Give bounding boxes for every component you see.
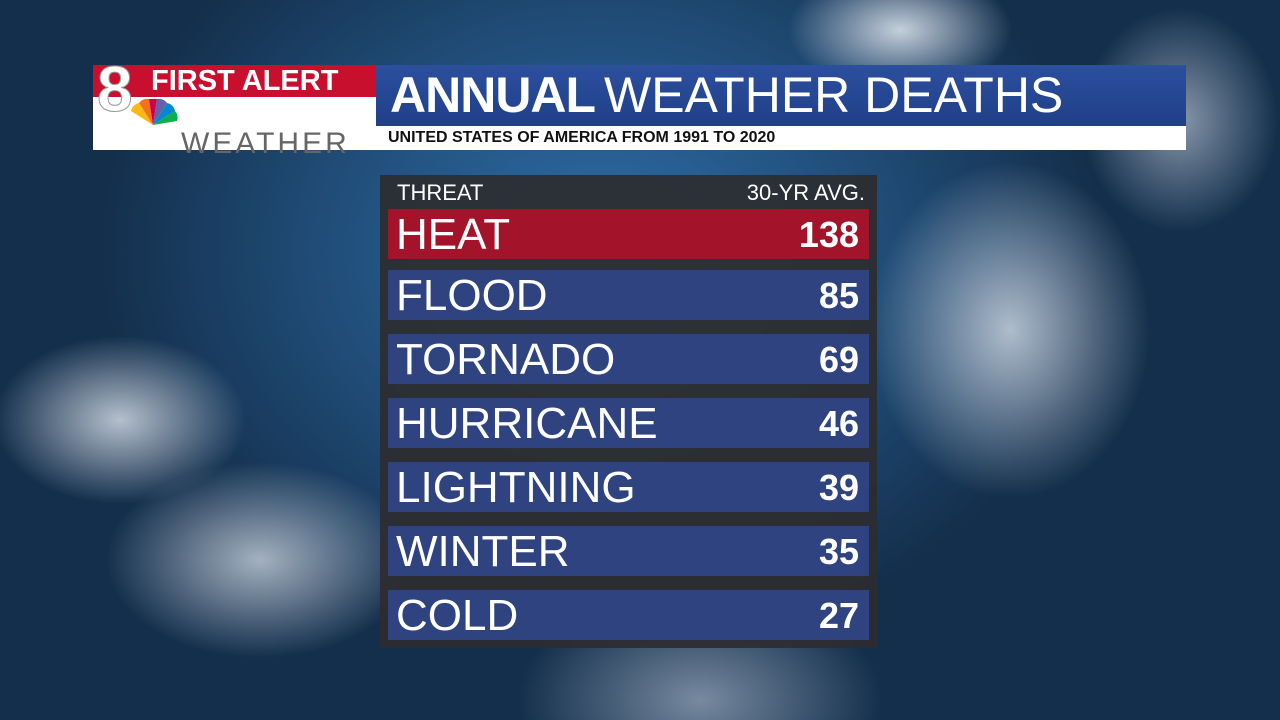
column-header: 30-YR AVG. bbox=[746, 180, 865, 205]
death-average: 85 bbox=[818, 275, 859, 316]
threat-name: HURRICANE bbox=[396, 399, 658, 448]
subtitle: UNITED STATES OF AMERICA FROM 1991 TO 20… bbox=[388, 129, 776, 146]
subtitle-bar: UNITED STATES OF AMERICA FROM 1991 TO 20… bbox=[376, 126, 1186, 150]
header: FIRST ALERT WEATHER 8 ANNUAL WEATHER DEA… bbox=[93, 57, 1186, 159]
death-average: 69 bbox=[818, 339, 859, 380]
threat-name: COLD bbox=[396, 591, 519, 640]
threat-name: TORNADO bbox=[396, 335, 616, 384]
threat-name: WINTER bbox=[396, 527, 570, 576]
table: THREAT 30-YR AVG. HEAT 138 FLOOD 85 TORNADO 6… bbox=[380, 175, 877, 648]
death-average: 35 bbox=[818, 531, 859, 572]
death-average: 39 bbox=[818, 467, 859, 508]
logo-bottom-text: WEATHER bbox=[181, 127, 350, 160]
death-average: 27 bbox=[818, 595, 859, 636]
table-row: WINTER 35 bbox=[388, 526, 869, 576]
column-header: THREAT bbox=[397, 180, 484, 205]
title-regular: WEATHER DEATHS bbox=[604, 67, 1064, 123]
title-bar: ANNUAL WEATHER DEATHS bbox=[376, 65, 1186, 126]
logo-top: FIRST ALERT bbox=[93, 65, 376, 97]
logo-top-text: FIRST ALERT bbox=[151, 65, 339, 97]
death-average: 138 bbox=[798, 214, 859, 255]
death-average: 46 bbox=[818, 403, 859, 444]
title-bold: ANNUAL bbox=[390, 67, 596, 123]
table-row: COLD 27 bbox=[388, 590, 869, 640]
table-row: HURRICANE 46 bbox=[388, 398, 869, 448]
threat-name: HEAT bbox=[396, 210, 511, 259]
peacock-logo bbox=[131, 98, 178, 125]
table-row: FLOOD 85 bbox=[388, 270, 869, 320]
logo-bottom: WEATHER bbox=[93, 97, 376, 159]
logo-number: 8 bbox=[97, 53, 134, 125]
table-row: LIGHTNING 39 bbox=[388, 462, 869, 512]
table-row: TORNADO 69 bbox=[388, 334, 869, 384]
threat-name: LIGHTNING bbox=[396, 463, 636, 512]
threat-name: FLOOD bbox=[396, 271, 548, 320]
table-row: HEAT 138 bbox=[388, 209, 869, 259]
